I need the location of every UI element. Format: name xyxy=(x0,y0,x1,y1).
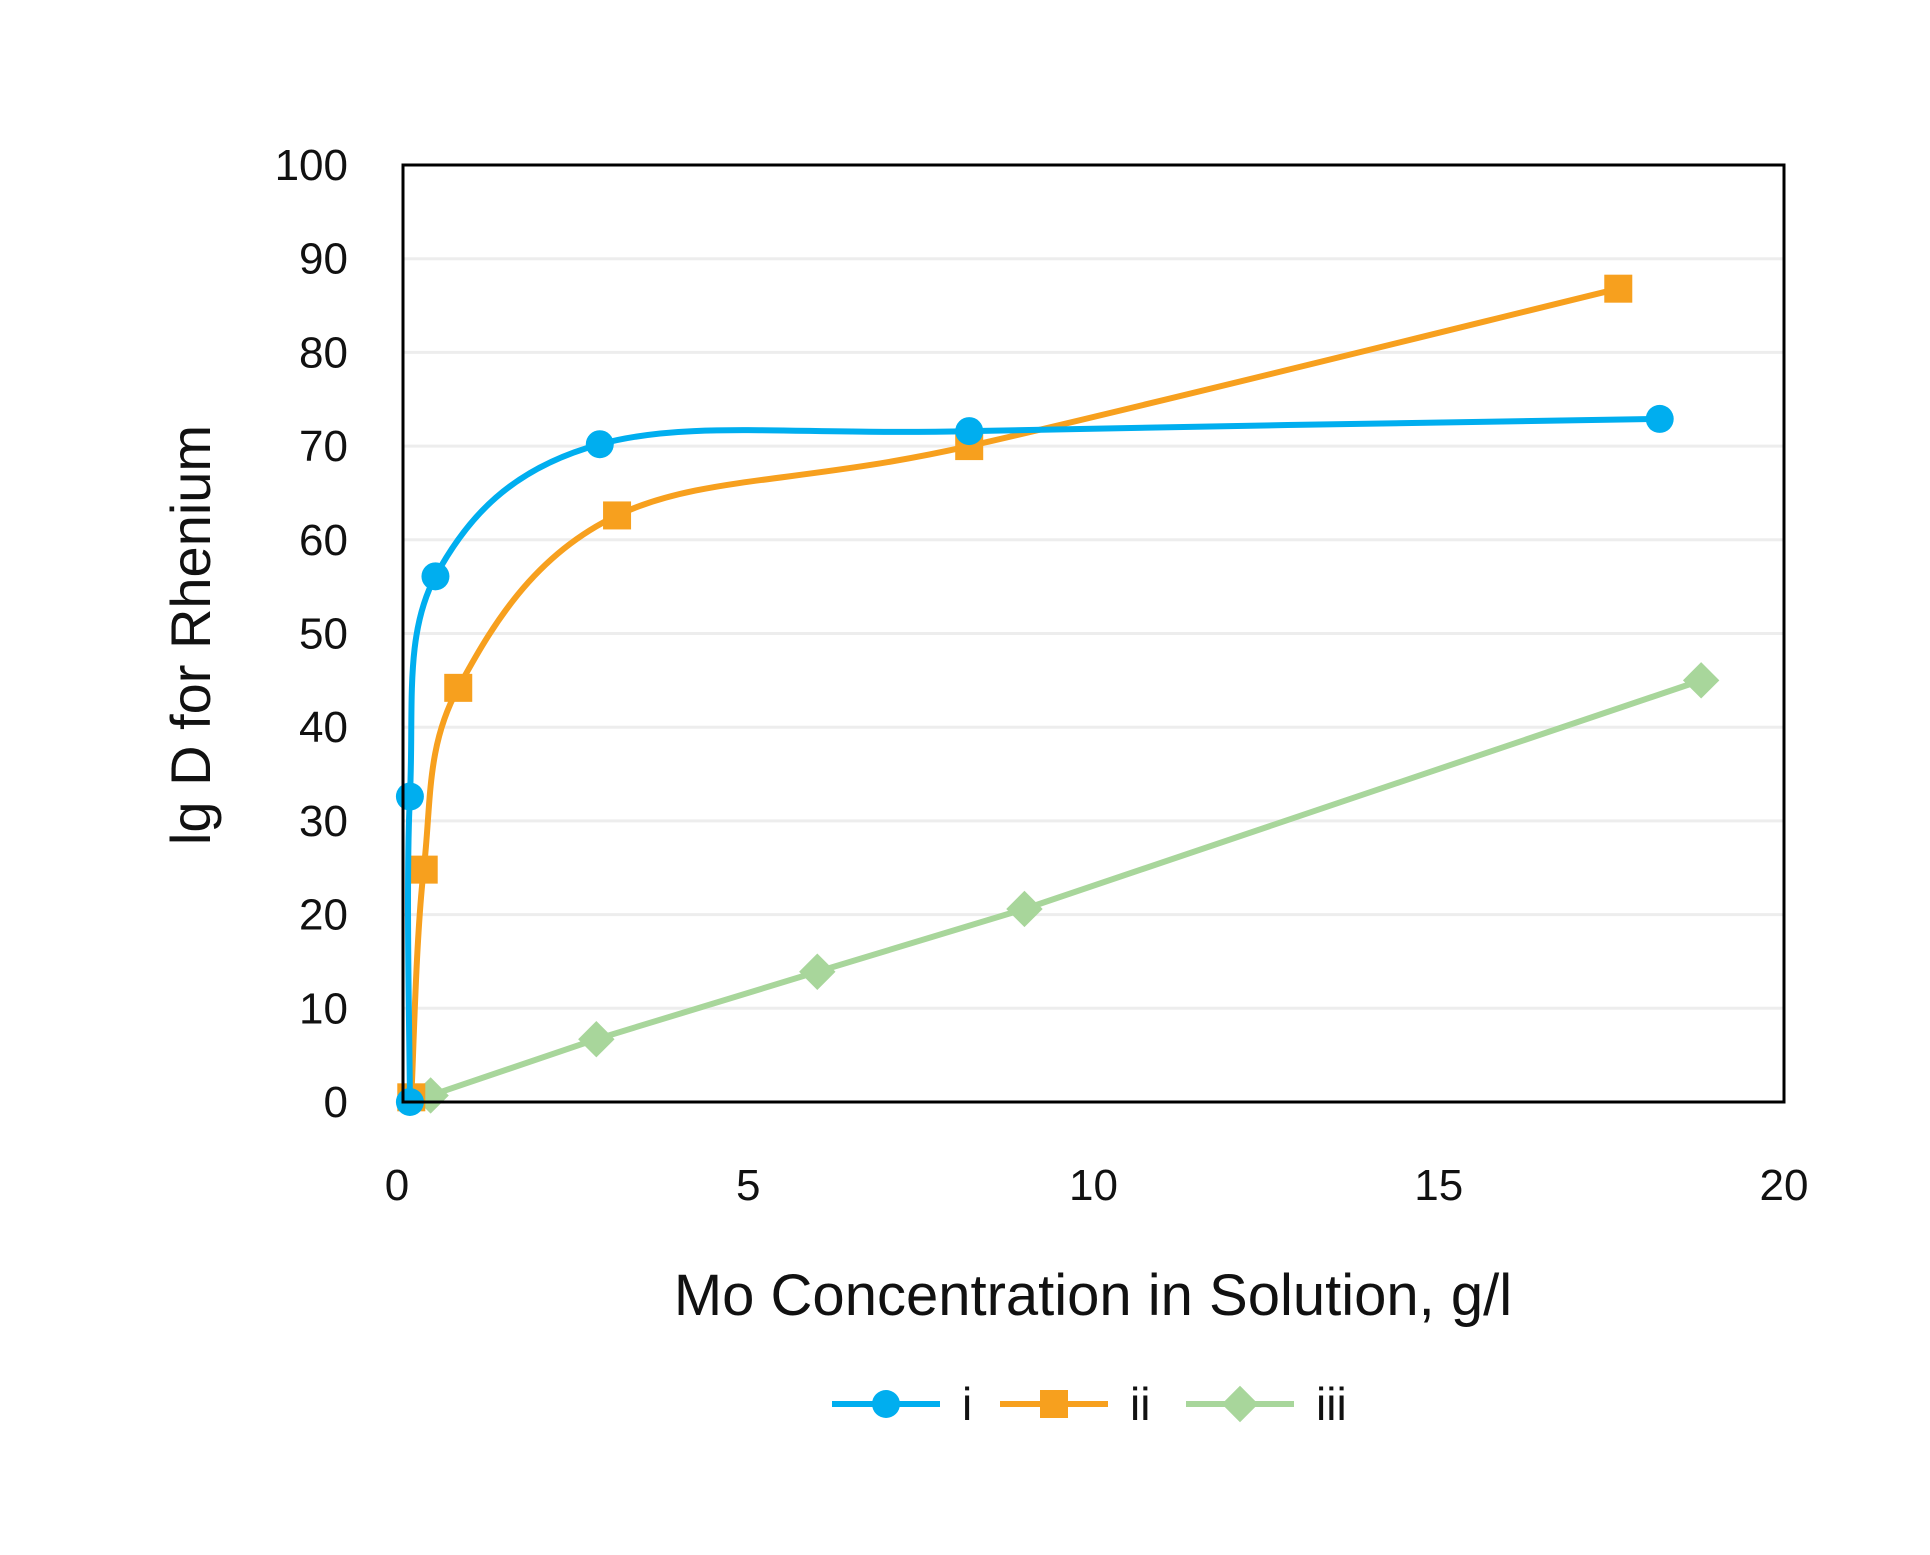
square-marker xyxy=(1040,1390,1068,1418)
circle-marker xyxy=(955,417,984,446)
series-line xyxy=(429,677,1703,1099)
y-tick-label: 0 xyxy=(324,1078,348,1127)
y-tick-label: 60 xyxy=(299,516,348,565)
y-tick-label: 90 xyxy=(299,235,348,284)
circle-marker xyxy=(585,430,614,459)
series-layer xyxy=(395,274,1720,1116)
square-marker xyxy=(1604,274,1633,303)
circle-marker xyxy=(872,1390,900,1418)
y-tick-label: 40 xyxy=(299,703,348,752)
gridlines xyxy=(403,257,1784,1010)
y-tick-label: 30 xyxy=(299,797,348,846)
y-tick-label: 20 xyxy=(299,891,348,940)
y-axis-ticks: 0 10 20 30 40 50 60 70 80 90 100 xyxy=(275,141,348,1127)
x-tick-label: 0 xyxy=(385,1161,409,1210)
legend-label: iii xyxy=(1316,1378,1347,1430)
circle-marker xyxy=(395,782,424,811)
circle-marker xyxy=(1645,404,1674,433)
square-marker xyxy=(603,501,632,530)
x-tick-label: 10 xyxy=(1069,1161,1118,1210)
plot-area-border xyxy=(401,163,1786,1104)
diamond-marker xyxy=(578,1021,615,1058)
square-marker xyxy=(444,673,473,702)
legend-item-ii: ii xyxy=(1000,1378,1150,1430)
legend: i ii iii xyxy=(832,1378,1347,1430)
legend-item-iii: iii xyxy=(1186,1378,1347,1430)
legend-label: i xyxy=(962,1378,972,1430)
legend-label: ii xyxy=(1130,1378,1150,1430)
y-tick-label: 50 xyxy=(299,610,348,659)
series-iii xyxy=(412,662,1720,1114)
circle-marker xyxy=(421,562,450,591)
legend-item-i: i xyxy=(832,1378,972,1430)
diamond-marker xyxy=(1221,1385,1259,1423)
y-axis-label: lg D for Rhenium xyxy=(159,425,222,845)
diamond-marker xyxy=(1006,890,1043,928)
y-tick-label: 80 xyxy=(299,328,348,377)
square-marker xyxy=(409,855,438,884)
series-line xyxy=(405,415,1660,1103)
y-tick-label: 70 xyxy=(299,422,348,471)
diamond-marker xyxy=(799,953,836,990)
series-ii xyxy=(397,274,1633,1112)
x-axis-ticks: 0 5 10 15 20 xyxy=(385,1161,1809,1210)
series-line xyxy=(408,285,1619,1098)
x-axis-label: Mo Concentration in Solution, g/l xyxy=(674,1263,1512,1328)
x-tick-label: 20 xyxy=(1760,1161,1809,1210)
y-tick-label: 100 xyxy=(275,141,348,190)
y-tick-label: 10 xyxy=(299,984,348,1033)
x-tick-label: 15 xyxy=(1414,1161,1463,1210)
diamond-marker xyxy=(1682,662,1720,699)
x-tick-label: 5 xyxy=(736,1161,760,1210)
